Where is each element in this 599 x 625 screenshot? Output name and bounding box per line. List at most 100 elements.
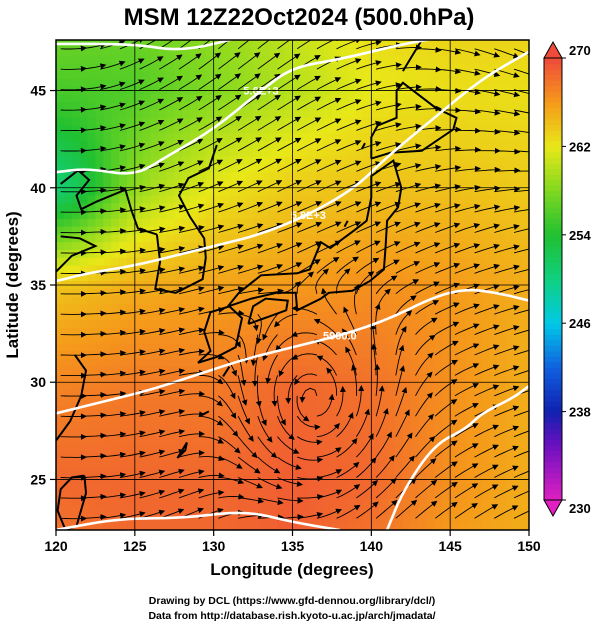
heat-cell xyxy=(521,444,529,453)
heat-cell xyxy=(213,288,223,298)
heat-cell xyxy=(300,382,309,391)
heat-cell xyxy=(331,491,341,500)
streamline xyxy=(434,481,458,499)
heat-cell xyxy=(276,63,286,72)
heat-cell xyxy=(253,428,262,438)
streamline xyxy=(198,489,225,499)
heat-cell xyxy=(339,203,349,212)
streamline xyxy=(139,141,165,152)
heat-cell xyxy=(150,374,160,383)
heat-cell xyxy=(253,343,262,352)
heat-cell xyxy=(521,78,529,88)
colorbar-segment xyxy=(544,63,562,70)
heat-cell xyxy=(205,133,215,142)
heat-cell xyxy=(268,63,278,72)
heat-cell xyxy=(339,436,349,446)
streamline xyxy=(316,256,340,274)
heat-cell xyxy=(205,436,215,446)
heat-cell xyxy=(458,234,467,243)
streamline xyxy=(415,352,434,376)
heat-cell xyxy=(402,102,412,111)
heat-cell xyxy=(339,78,349,88)
heat-cell xyxy=(473,397,483,407)
heat-cell xyxy=(387,413,396,422)
heat-cell xyxy=(410,71,420,80)
heat-cell xyxy=(158,211,167,220)
heat-cell xyxy=(324,257,333,267)
heat-cell xyxy=(339,250,349,259)
heat-cell xyxy=(465,40,475,49)
heat-cell xyxy=(300,436,309,446)
heat-cell xyxy=(426,218,435,228)
heat-cell xyxy=(87,195,97,204)
heat-cell xyxy=(284,226,294,236)
heat-cell xyxy=(63,460,73,469)
heat-cell xyxy=(339,180,349,189)
heat-cell xyxy=(292,102,301,111)
heat-cell xyxy=(197,444,207,453)
heat-cell xyxy=(339,483,349,492)
heat-cell xyxy=(71,218,81,228)
heat-cell xyxy=(134,110,144,119)
heat-cell xyxy=(174,327,183,337)
heat-cell xyxy=(300,506,309,516)
heat-cell xyxy=(465,110,475,119)
heat-cell xyxy=(521,304,529,313)
heat-cell xyxy=(56,164,65,173)
heat-cell xyxy=(276,102,286,111)
heat-cell xyxy=(450,452,459,461)
heat-cell xyxy=(87,156,97,166)
heat-cell xyxy=(71,460,81,469)
heat-cell xyxy=(166,390,175,399)
streamline xyxy=(178,430,205,438)
heat-cell xyxy=(229,148,238,158)
heat-cell xyxy=(166,366,175,376)
heat-cell xyxy=(119,413,128,422)
heat-cell xyxy=(245,71,254,80)
heat-cell xyxy=(442,133,451,142)
heat-cell xyxy=(434,506,443,516)
heat-cell xyxy=(442,498,451,508)
heat-cell xyxy=(387,444,396,453)
heat-cell xyxy=(434,320,443,329)
heat-cell xyxy=(205,187,215,197)
heat-cell xyxy=(387,172,396,181)
heat-cell xyxy=(316,382,325,391)
heat-cell xyxy=(363,117,372,127)
heat-cell xyxy=(103,250,112,259)
heat-cell xyxy=(213,320,223,329)
heat-cell xyxy=(174,304,183,313)
streamline xyxy=(297,475,324,482)
heat-cell xyxy=(363,358,372,368)
heat-cell xyxy=(316,405,325,414)
streamline xyxy=(494,485,519,499)
heat-cell xyxy=(87,203,97,212)
heat-cell xyxy=(410,195,420,204)
heat-cell xyxy=(166,187,175,197)
streamline xyxy=(100,123,126,131)
heat-cell xyxy=(71,327,81,337)
heat-cell xyxy=(324,102,333,111)
heat-cell xyxy=(111,358,120,368)
heat-cell xyxy=(355,351,365,360)
heat-cell xyxy=(387,421,396,430)
heat-cell xyxy=(268,351,278,360)
heat-cell xyxy=(505,304,514,313)
heat-cell xyxy=(174,366,183,376)
heat-cell xyxy=(221,405,231,414)
heat-cell xyxy=(205,382,215,391)
heat-cell xyxy=(182,358,191,368)
heat-cell xyxy=(56,390,65,399)
heat-cell xyxy=(473,257,483,267)
heat-cell xyxy=(87,390,97,399)
heat-cell xyxy=(442,110,451,119)
heat-cell xyxy=(379,421,388,430)
heat-cell xyxy=(56,506,65,516)
heat-cell xyxy=(442,374,451,383)
heat-cell xyxy=(174,343,183,352)
heat-cell xyxy=(197,506,207,516)
heat-cell xyxy=(213,47,223,57)
heat-cell xyxy=(213,63,223,72)
streamline xyxy=(139,469,166,478)
heat-cell xyxy=(331,133,341,142)
